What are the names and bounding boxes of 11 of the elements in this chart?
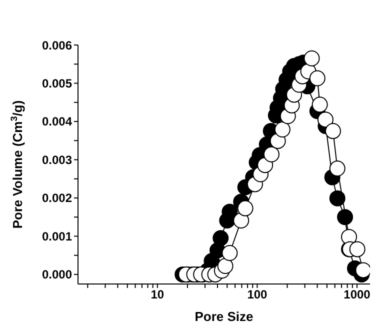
y-tick-label: 0.006 bbox=[42, 38, 72, 52]
y-tick-label: 0.001 bbox=[42, 229, 72, 244]
y-tick-label: 0.005 bbox=[42, 76, 72, 90]
x-tick-label: 10 bbox=[150, 288, 164, 302]
x-tick-label: 100 bbox=[247, 288, 268, 302]
y-tick-label: 0.003 bbox=[42, 152, 72, 167]
x-tick-label: 1000 bbox=[344, 288, 371, 302]
y-tick-label: 0.000 bbox=[42, 268, 72, 282]
x-axis-title: Pore Size bbox=[194, 309, 254, 324]
y-tick-label: 0.004 bbox=[42, 114, 72, 129]
y-tick-label: 0.002 bbox=[42, 191, 72, 206]
